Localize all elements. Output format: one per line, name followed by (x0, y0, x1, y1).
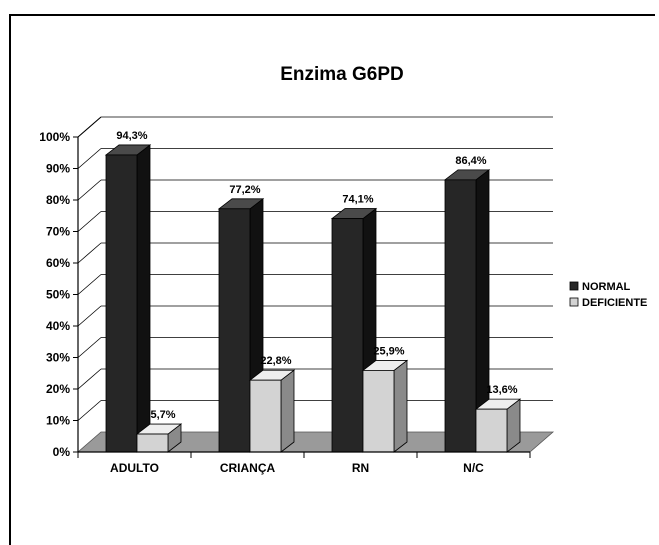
gridline-diagonal (77, 242, 102, 264)
bar-front (475, 408, 508, 453)
legend: NORMAL DEFICIENTE (569, 281, 647, 309)
bar-deficiente: 5,7% (135, 409, 183, 453)
bar-front (136, 433, 169, 453)
data-label: 13,6% (486, 384, 517, 396)
bar-side (393, 359, 408, 453)
bar-deficiente: 22,8% (248, 355, 296, 453)
y-tick-label: 80% (46, 193, 70, 207)
chart-title: Enzima G6PD (280, 64, 404, 85)
bar-front (444, 179, 477, 453)
bar-normal: 86,4% (443, 155, 491, 453)
bar-normal: 94,3% (104, 130, 152, 453)
legend-swatch-normal (569, 281, 579, 291)
legend-swatch-deficiente (569, 297, 579, 307)
bar-side (280, 369, 295, 453)
bars: 94,3% 5,7% 77,2% 22,8% 74,1% 25,9% 86,4% 13,6% (104, 130, 522, 453)
data-label: 25,9% (373, 345, 404, 357)
bar-front (218, 208, 251, 453)
x-category-label: RN (352, 461, 369, 475)
y-axis-top-diagonal (77, 116, 102, 138)
y-tick-label: 70% (46, 225, 70, 239)
y-tick-label: 50% (46, 288, 70, 302)
data-label: 5,7% (150, 409, 175, 421)
gridline-diagonal (77, 305, 102, 327)
bar-front (249, 379, 282, 453)
data-label: 74,1% (342, 194, 373, 206)
bar-front (331, 218, 364, 453)
y-tick-label: 0% (53, 445, 71, 459)
bar-deficiente: 25,9% (361, 345, 409, 453)
legend-label-deficiente: DEFICIENTE (582, 297, 647, 309)
gridline-diagonal (77, 274, 102, 295)
gridline-diagonal (77, 337, 102, 358)
bar-deficiente: 13,6% (474, 384, 522, 453)
x-category-label: N/C (463, 461, 484, 475)
y-tick-label: 40% (46, 319, 70, 333)
data-label: 86,4% (455, 155, 486, 167)
chart-frame (9, 14, 655, 545)
data-label: 22,8% (260, 355, 291, 367)
bar-front (105, 154, 138, 453)
y-tick-label: 100% (39, 130, 70, 144)
data-label: 77,2% (229, 184, 260, 196)
x-category-label: CRIANÇA (220, 461, 276, 475)
legend-label-normal: NORMAL (582, 281, 631, 293)
gridline-diagonal (77, 211, 102, 232)
gridline-diagonal (77, 400, 102, 421)
data-label: 94,3% (116, 130, 147, 142)
gridline-diagonal (77, 179, 102, 201)
gridline-diagonal (77, 368, 102, 390)
bar-side (136, 144, 151, 453)
y-tick-label: 60% (46, 256, 70, 270)
y-tick-label: 30% (46, 351, 70, 365)
x-category-label: ADULTO (110, 461, 159, 475)
gridline-diagonal (77, 148, 102, 169)
bar-front (362, 370, 395, 453)
axes: 0% 10% 20% 30% 40% 50% 60% 70% 80% 90% 100% ADULTO C… (39, 116, 531, 475)
y-tick-label: 90% (46, 162, 70, 176)
y-tick-label: 10% (46, 414, 70, 428)
y-tick-label: 20% (46, 382, 70, 396)
